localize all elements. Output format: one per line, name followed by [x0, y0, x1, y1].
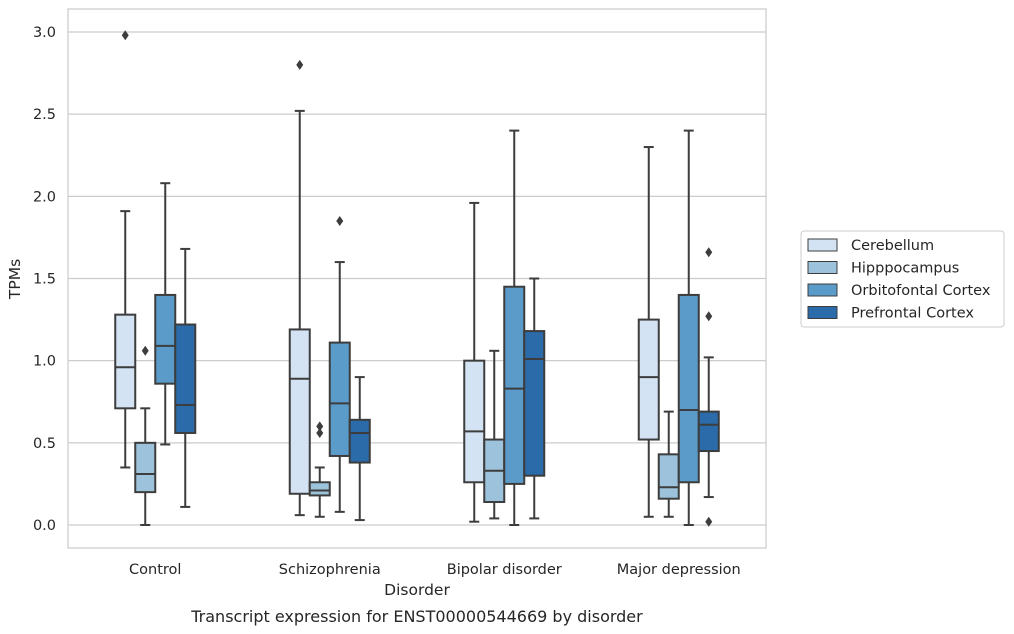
box-prefrontal-cortex [523, 277, 546, 520]
box-iqr [637, 318, 660, 441]
box-iqr [677, 293, 700, 484]
box-hipppocampus [134, 345, 157, 526]
box-series [114, 30, 720, 527]
outlier-point [141, 345, 149, 356]
box-iqr [503, 285, 526, 485]
box-iqr [348, 418, 371, 464]
outlier-point [705, 247, 713, 258]
x-tick-label: Major depression [617, 562, 741, 578]
box-cerebellum [114, 30, 137, 469]
box-iqr [328, 341, 351, 457]
box-iqr [154, 293, 177, 385]
y-tick-label: 3.0 [33, 25, 56, 41]
outlier-point [296, 59, 304, 70]
box-prefrontal-cortex [697, 247, 720, 527]
box-iqr [114, 313, 137, 410]
y-tick-label: 1.0 [33, 354, 56, 370]
box-prefrontal-cortex [174, 247, 197, 508]
box-iqr [657, 453, 680, 500]
x-tick-labels: Control Schizophrenia Bipolar disorder Majo… [129, 562, 741, 578]
box-hipppocampus [657, 410, 680, 518]
x-tick-label: Bipolar disorder [447, 562, 562, 578]
legend-swatch [807, 306, 838, 319]
box-orbitofontal-cortex [154, 182, 177, 446]
y-tick-labels: 0.0 0.5 1.0 1.5 2.0 2.5 3.0 [33, 25, 56, 534]
y-tick-label: 1.5 [33, 272, 56, 288]
box-iqr [174, 323, 197, 434]
legend-swatch [807, 238, 838, 252]
outlier-point [336, 215, 344, 226]
outlier-point [705, 311, 713, 322]
x-tick-label: Control [129, 562, 181, 578]
box-iqr [288, 328, 311, 495]
outlier-point [121, 30, 129, 41]
x-axis-title: Disorder [384, 581, 450, 599]
box-iqr [523, 330, 546, 477]
y-tick-label: 2.5 [33, 107, 56, 123]
box-iqr [134, 441, 157, 494]
y-tick-label: 0.0 [33, 518, 56, 534]
box-iqr [308, 481, 331, 497]
legend: Cerebellum Hipppocampus Orbitofontal Corte… [800, 230, 1005, 328]
y-axis-title: TPMs [6, 259, 24, 300]
outlier-point [316, 421, 324, 432]
y-tick-label: 2.0 [33, 189, 56, 205]
legend-label: Prefrontal Cortex [851, 306, 974, 322]
legend-swatch [807, 261, 838, 274]
x-tick-label: Schizophrenia [279, 562, 381, 578]
box-cerebellum [637, 146, 660, 518]
box-orbitofontal-cortex [328, 215, 351, 513]
legend-label: Hipppocampus [851, 261, 959, 277]
plot-frame [67, 8, 767, 549]
y-tick-label: 0.5 [33, 436, 56, 452]
legend-swatch [807, 283, 838, 297]
box-prefrontal-cortex [348, 376, 371, 522]
box-iqr [697, 410, 720, 453]
box-hipppocampus [308, 421, 331, 518]
outlier-point [705, 516, 713, 527]
outlier-point [316, 427, 324, 438]
chart-caption: Transcript expression for ENST0000054466… [190, 607, 643, 626]
legend-frame [800, 230, 1005, 328]
box-cerebellum [463, 201, 486, 523]
box-cerebellum [288, 59, 311, 517]
legend-label: Orbitofontal Cortex [851, 283, 991, 299]
box-orbitofontal-cortex [677, 129, 700, 526]
legend-label: Cerebellum [851, 238, 934, 254]
box-iqr [463, 359, 486, 484]
